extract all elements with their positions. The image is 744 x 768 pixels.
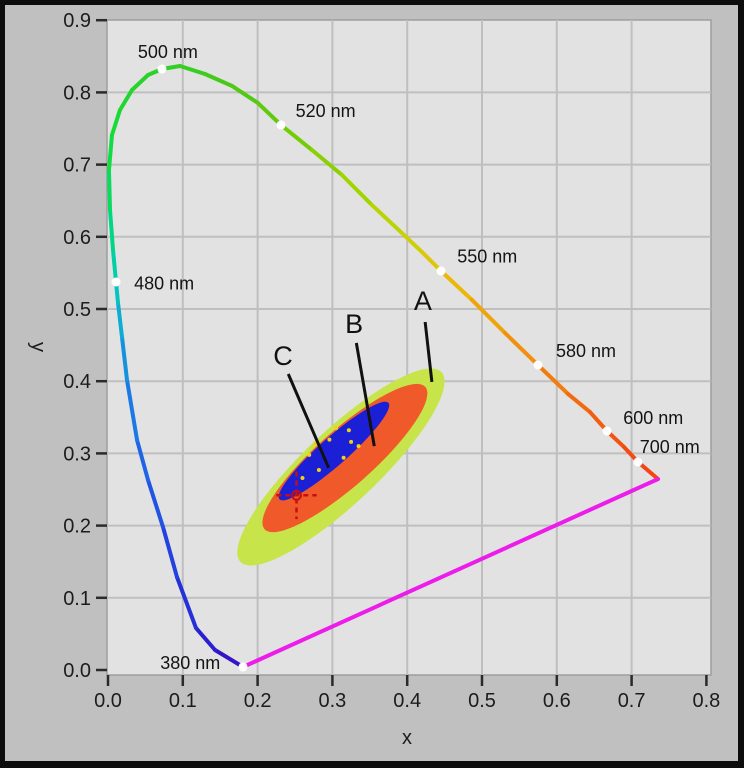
- spectral-locus-segment: [130, 72, 151, 93]
- x-tick-label-0.5: 0.5: [468, 690, 496, 712]
- figure-frame-right: [738, 0, 744, 768]
- y-tick-label-0.0: 0.0: [63, 660, 91, 682]
- y-tick-label-0.3: 0.3: [63, 443, 91, 465]
- spectral-locus-segment: [566, 391, 593, 415]
- x-tick-label-0.6: 0.6: [543, 690, 571, 712]
- spectral-locus-segment: [399, 231, 425, 255]
- speckle-dot: [300, 475, 305, 480]
- spectral-locus-segment: [203, 71, 235, 88]
- wavelength-label-550nm: 550 nm: [457, 246, 517, 266]
- wavelength-dot-520nm: [276, 120, 286, 130]
- ellipse-c: [278, 401, 390, 501]
- spectral-locus-segment: [135, 437, 151, 482]
- y-tick-label-0.2: 0.2: [63, 516, 91, 538]
- spectral-locus-segment: [502, 330, 541, 368]
- purple-line: [241, 477, 661, 669]
- annotation-letter-a: A: [414, 286, 432, 316]
- wavelength-label-500nm: 500 nm: [138, 42, 198, 62]
- spectral-locus-segment: [193, 625, 218, 653]
- spectral-locus-segment: [146, 477, 165, 529]
- spectral-locus-segment: [116, 301, 124, 340]
- leader-line-c: [286, 373, 331, 469]
- speckle-dot: [327, 437, 332, 442]
- y-axis-title: y: [27, 342, 49, 352]
- y-tick-label-0.4: 0.4: [63, 371, 91, 393]
- spectral-locus-segment: [108, 208, 116, 253]
- spectral-locus-segment: [439, 269, 474, 302]
- x-tick-label-0.2: 0.2: [244, 690, 272, 712]
- wavelength-dot-700nm: [633, 457, 643, 467]
- spectral-locus-segment: [369, 203, 404, 236]
- x-tick-label-0.0: 0.0: [94, 690, 122, 712]
- spectral-locus-segment: [106, 132, 114, 173]
- plot-area: [106, 19, 712, 676]
- y-tick-label-0.5: 0.5: [63, 299, 91, 321]
- wavelength-label-480nm: 480 nm: [134, 274, 194, 294]
- crosshair-circle: [291, 489, 302, 501]
- y-tick-label-0.1: 0.1: [63, 588, 91, 610]
- x-tick-label-0.7: 0.7: [618, 690, 646, 712]
- wavelength-dot-600nm: [602, 426, 612, 436]
- speckle-dot: [349, 439, 354, 444]
- x-axis-title: x: [402, 727, 412, 749]
- spectral-locus-segment: [111, 248, 119, 284]
- wavelength-dot-550nm: [436, 266, 446, 276]
- x-tick-label-0.4: 0.4: [393, 690, 421, 712]
- spectral-locus-segment: [339, 172, 374, 208]
- spectral-locus-segment: [255, 101, 284, 128]
- x-tick-label-0.1: 0.1: [169, 690, 197, 712]
- wavelength-dot-380nm: [238, 662, 248, 672]
- speckle-dot: [313, 442, 318, 447]
- wavelength-label-580nm: 580 nm: [556, 341, 616, 361]
- leader-line-b: [354, 342, 376, 447]
- leader-line-a: [423, 321, 434, 383]
- spectral-locus-segment: [279, 123, 314, 153]
- spectral-locus-segment: [536, 363, 571, 396]
- spectral-locus-segment: [106, 168, 113, 213]
- y-tick-label-0.6: 0.6: [63, 227, 91, 249]
- y-tick-label-0.7: 0.7: [63, 155, 91, 177]
- wavelength-label-380nm: 380 nm: [160, 653, 220, 673]
- figure-frame-bottom: [0, 761, 744, 768]
- spectral-locus-segment: [178, 63, 208, 76]
- spectral-locus-segment: [469, 297, 507, 335]
- spectral-locus-segment: [160, 524, 179, 580]
- speckle-dot: [341, 455, 346, 460]
- y-tick-label-0.8: 0.8: [63, 82, 91, 104]
- wavelength-label-600nm: 600 nm: [623, 408, 683, 428]
- annotation-letter-b: B: [345, 309, 363, 339]
- annotation-letter-c: C: [273, 341, 293, 371]
- spectral-locus-segment: [109, 108, 122, 137]
- spectral-locus-segment: [117, 88, 135, 113]
- y-tick-label-0.9: 0.9: [63, 10, 91, 32]
- spectral-locus-segment: [174, 575, 198, 630]
- speckle-dot: [356, 444, 361, 449]
- wavelength-label-520nm: 520 nm: [296, 101, 356, 121]
- wavelength-dot-480nm: [111, 277, 121, 287]
- spectral-locus-segment: [119, 335, 129, 382]
- wavelength-label-700nm: 700 nm: [640, 437, 700, 457]
- speckle-dot: [346, 428, 351, 433]
- spectral-locus-segment: [230, 83, 260, 106]
- wavelength-dot-580nm: [533, 360, 543, 370]
- spectral-locus-segment: [124, 377, 140, 442]
- x-tick-label-0.3: 0.3: [318, 690, 346, 712]
- wavelength-dot-500nm: [157, 64, 167, 74]
- speckle-dot: [334, 426, 339, 431]
- speckle-dot: [316, 468, 321, 473]
- spectral-locus-segment: [309, 148, 344, 177]
- spectral-locus-segment: [213, 648, 246, 669]
- x-tick-label-0.8: 0.8: [692, 690, 720, 712]
- speckle-dot: [307, 452, 312, 457]
